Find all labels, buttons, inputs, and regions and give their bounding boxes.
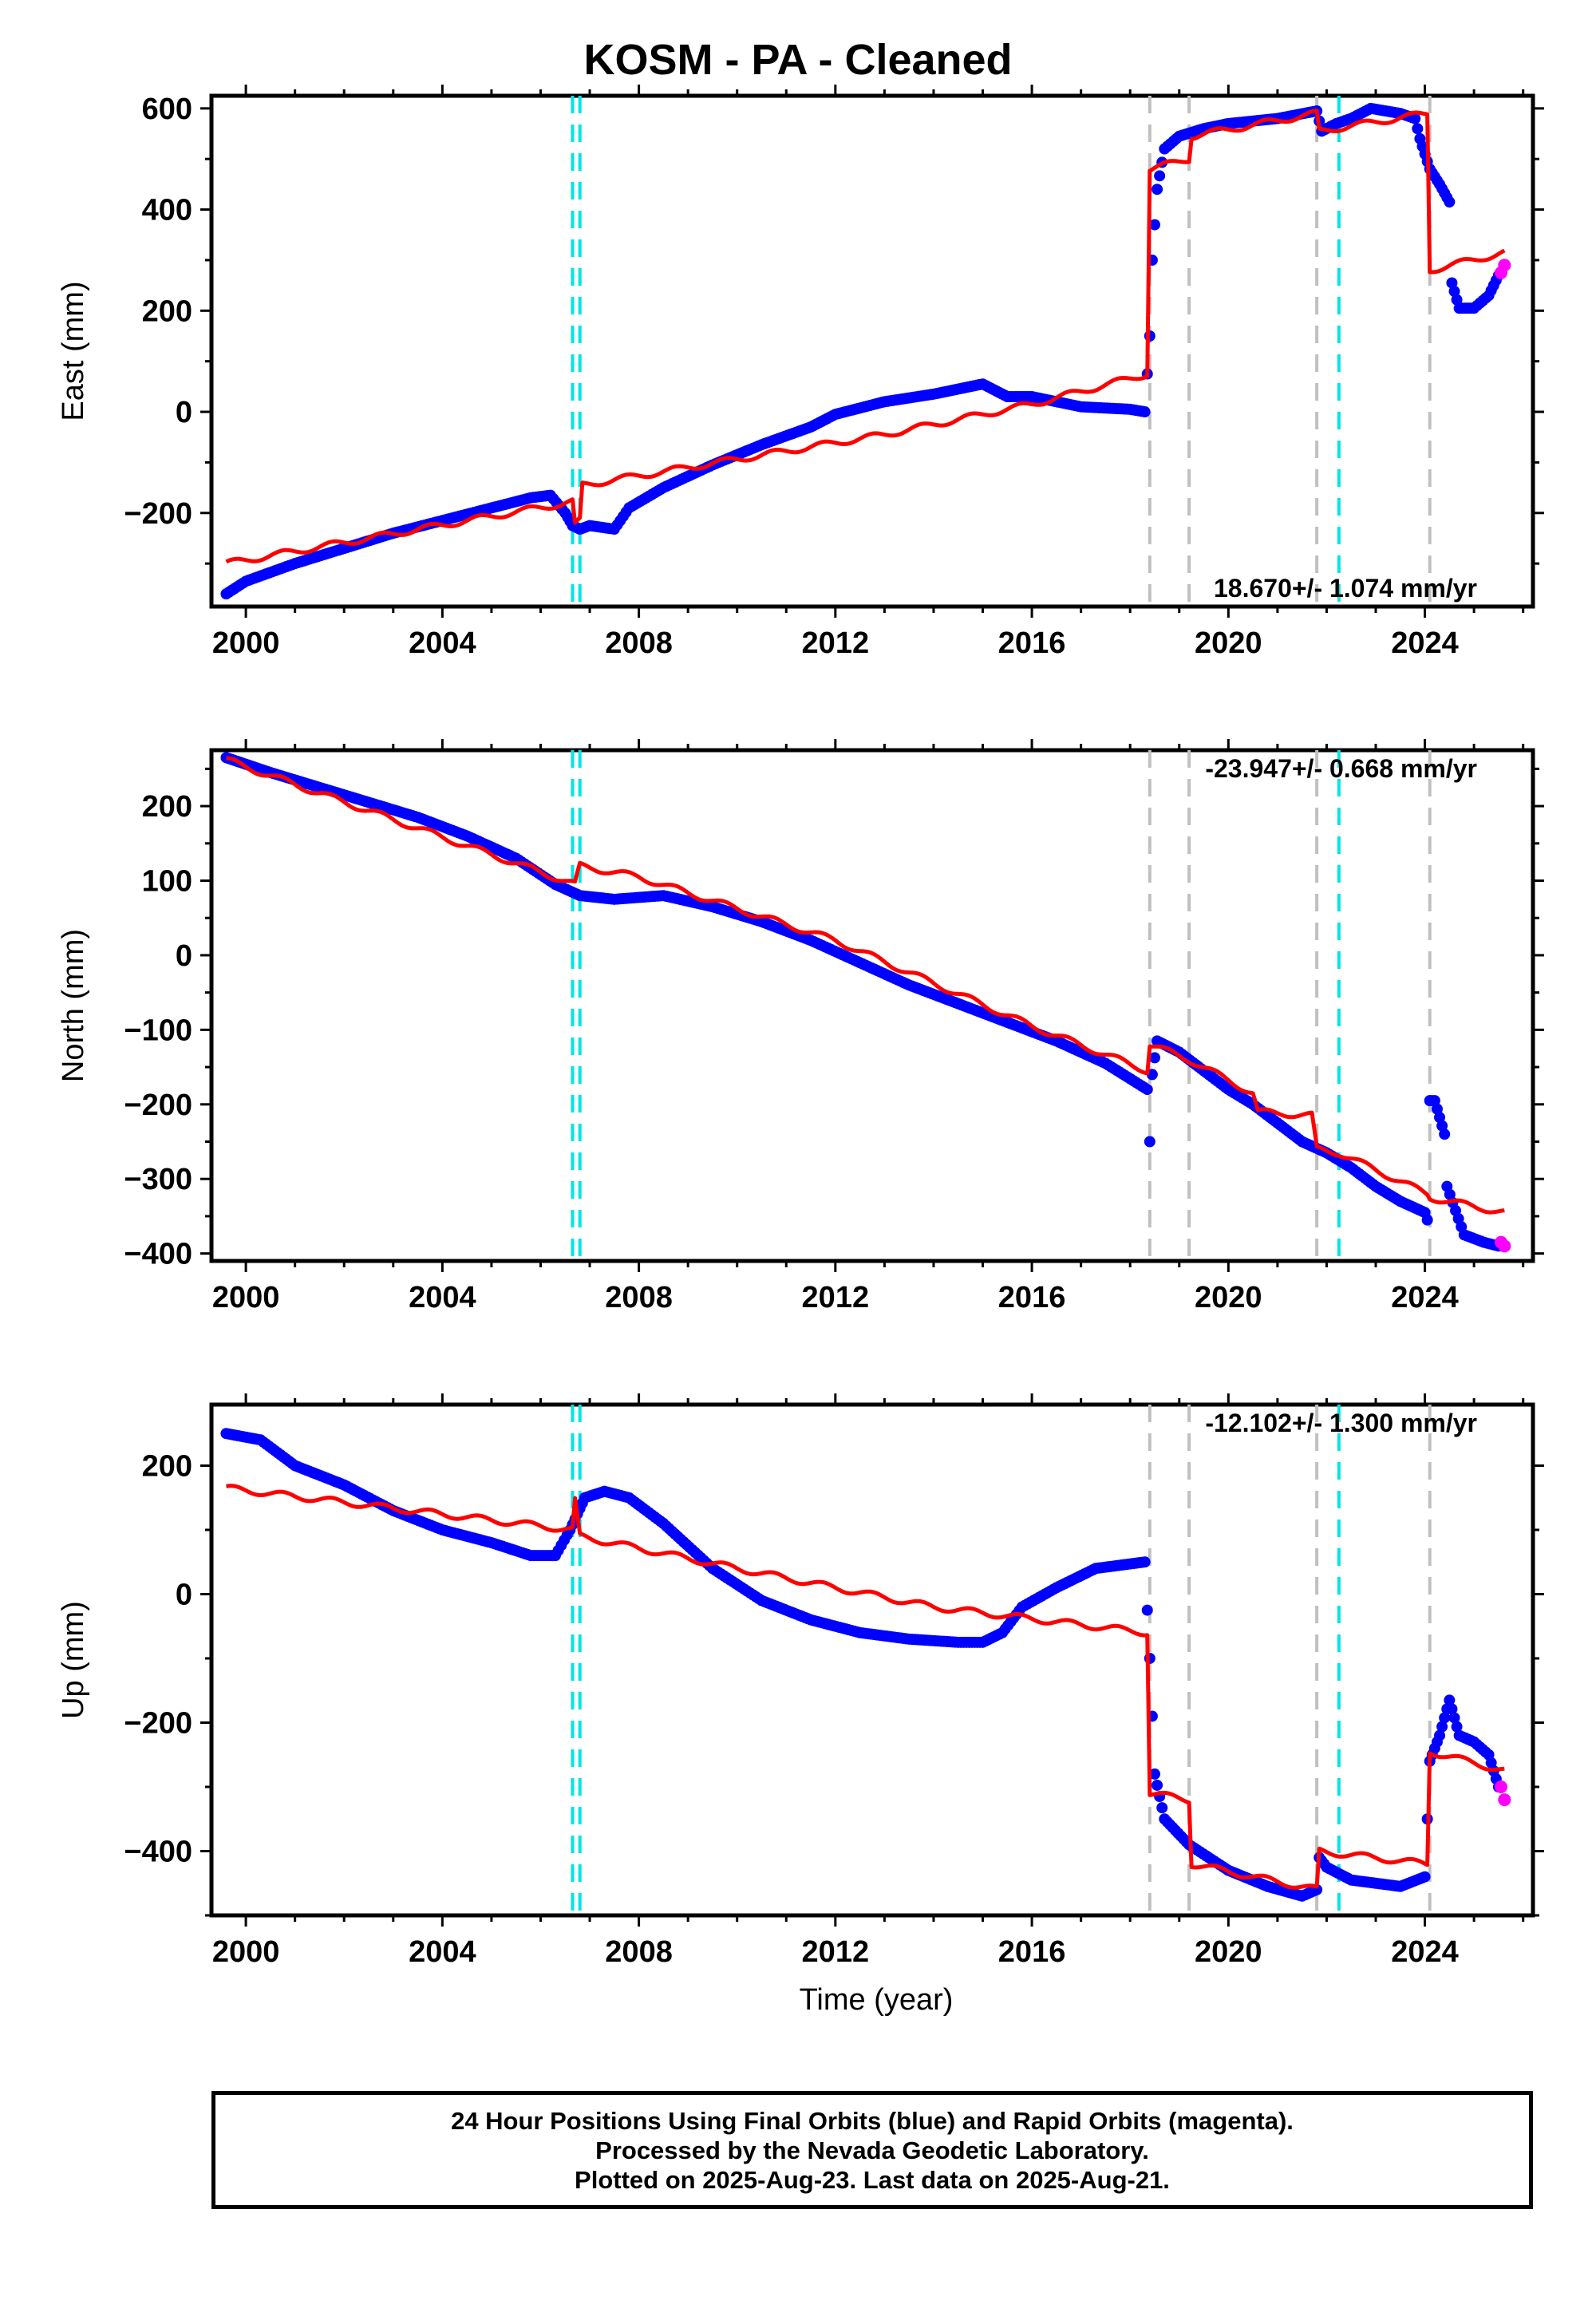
up-final-orbit-point (1439, 1712, 1451, 1724)
up-final-orbit-point (1446, 1703, 1458, 1715)
north-x-tick-label: 2012 (802, 1281, 870, 1314)
north-panel: 2000 2004 2008 2012 2016 2020 2024−400−300−200… (57, 739, 1544, 1314)
east-final-orbit-point (1446, 277, 1458, 289)
north-x-tick-label: 2008 (605, 1281, 673, 1314)
up-x-tick-label: 2004 (409, 1935, 476, 1969)
up-x-tick-label: 2024 (1391, 1935, 1459, 1969)
east-y-tick-label: 400 (142, 194, 192, 227)
north-y-tick-label: −300 (124, 1163, 192, 1196)
footer-line-1: 24 Hour Positions Using Final Orbits (bl… (451, 2106, 1294, 2135)
north-final-orbit-point (1144, 1136, 1156, 1148)
north-final-orbit-point (1439, 1128, 1451, 1140)
north-y-tick-label: 0 (176, 939, 192, 973)
up-final-orbit-point (1152, 1779, 1163, 1791)
up-final-orbit-point (1448, 1712, 1460, 1724)
east-y-tick-label: −200 (124, 497, 192, 531)
east-x-tick-label: 2008 (605, 626, 673, 660)
north-y-tick-label: −400 (124, 1238, 192, 1271)
east-final-orbit-point (1148, 219, 1160, 231)
east-panel: 2000 2004 2008 2012 2016 2020 2024 −200 0 200 400 6… (57, 85, 1544, 660)
up-final-orbit-point (1141, 1604, 1153, 1616)
east-y-tick-label: 600 (142, 93, 192, 126)
up-rate-label: -12.102+/- 1.300 mm/yr (1205, 1409, 1477, 1437)
up-panel: 2000 2004 2008 2012 2016 2020 2024 −400 −200 0 200… (57, 1393, 1544, 1969)
up-rapid-orbit-point (1498, 1793, 1511, 1807)
up-x-tick-label: 2020 (1195, 1935, 1262, 1969)
north-y-axis-title: North (mm) (57, 929, 90, 1082)
north-rapid-orbit-point (1498, 1239, 1511, 1253)
east-plot-area (220, 96, 1511, 607)
up-final-orbit-point (1419, 1871, 1431, 1883)
east-x-tick-label: 2020 (1195, 626, 1262, 660)
east-model-line (225, 109, 1506, 564)
east-rapid-orbit-point (1498, 259, 1511, 272)
east-y-tick-label: 200 (142, 294, 192, 328)
north-x-tick-label: 2000 (212, 1281, 280, 1314)
north-y-tick-label: 200 (142, 790, 192, 824)
x-axis-title: Time (year) (800, 1983, 954, 2017)
east-y-tick-label: 0 (176, 396, 192, 429)
up-rapid-orbit-point (1494, 1780, 1507, 1793)
up-y-tick-label: −200 (124, 1706, 192, 1740)
up-y-tick-label: 0 (176, 1578, 192, 1611)
east-final-orbit-point (1412, 123, 1424, 135)
north-frame (209, 748, 1535, 1263)
up-final-orbit-point (1156, 1802, 1168, 1814)
north-y-tick-label: 100 (142, 865, 192, 899)
east-final-orbit-point (1152, 184, 1163, 196)
east-x-tick-label: 2012 (802, 626, 870, 660)
footer-line-3: Plotted on 2025-Aug-23. Last data on 202… (575, 2165, 1170, 2194)
up-plot-area (220, 1405, 1511, 1915)
north-final-orbit-point (1434, 1112, 1446, 1124)
up-x-tick-label: 2000 (212, 1935, 280, 1969)
up-y-tick-label: −400 (124, 1835, 192, 1868)
east-final-orbit-point (1444, 196, 1456, 208)
up-x-tick-label: 2016 (998, 1935, 1066, 1969)
north-final-orbit-point (1431, 1103, 1443, 1115)
up-final-orbit-point (1139, 1556, 1151, 1568)
up-model-line (225, 1484, 1506, 1890)
east-x-tick-label: 2016 (998, 626, 1066, 660)
east-frame (209, 93, 1535, 609)
north-x-tick-label: 2004 (409, 1281, 476, 1314)
east-final-orbit-point (1139, 406, 1151, 418)
north-rate-label: -23.947+/- 0.668 mm/yr (1205, 754, 1477, 783)
up-x-tick-label: 2008 (605, 1935, 673, 1969)
north-y-tick-label: −100 (124, 1014, 192, 1047)
north-x-tick-label: 2024 (1391, 1281, 1459, 1314)
north-plot-area (220, 750, 1511, 1261)
up-final-orbit-point (1436, 1721, 1448, 1733)
east-final-orbit-point (1448, 286, 1460, 298)
north-model-line (225, 756, 1506, 1215)
east-y-axis-title: East (mm) (57, 281, 90, 421)
up-frame (209, 1402, 1535, 1918)
up-final-orbit-point (1148, 1768, 1160, 1780)
up-final-orbit-point (1434, 1729, 1446, 1741)
footer-line-2: Processed by the Nevada Geodetic Laborat… (595, 2136, 1149, 2164)
east-final-orbit-point (1451, 294, 1463, 306)
up-y-tick-label: 200 (142, 1449, 192, 1483)
north-x-tick-label: 2016 (998, 1281, 1066, 1314)
page-title: KOSM - PA - Cleaned (583, 36, 1013, 84)
up-final-orbit-point (1451, 1721, 1463, 1733)
east-rate-label: 18.670+/- 1.074 mm/yr (1214, 574, 1477, 603)
north-final-orbit-point (1428, 1095, 1440, 1107)
east-x-tick-label: 2000 (212, 626, 280, 660)
east-final-orbit-point (1154, 170, 1166, 182)
north-y-tick-label: −200 (124, 1089, 192, 1122)
footer-box: 24 Hour Positions Using Final Orbits (bl… (211, 2091, 1533, 2209)
east-x-tick-label: 2024 (1391, 626, 1459, 660)
north-final-orbit-point (1141, 1084, 1153, 1096)
north-final-orbit-point (1436, 1120, 1448, 1132)
north-final-orbit-point (1421, 1214, 1433, 1226)
east-x-tick-label: 2004 (409, 626, 476, 660)
up-x-tick-label: 2012 (802, 1935, 870, 1969)
north-final-orbit-point (1148, 1052, 1160, 1064)
up-y-axis-title: Up (mm) (57, 1601, 90, 1719)
up-final-orbit-point (1444, 1694, 1456, 1706)
north-x-tick-label: 2020 (1195, 1281, 1262, 1314)
east-final-orbit-point (1409, 113, 1421, 124)
